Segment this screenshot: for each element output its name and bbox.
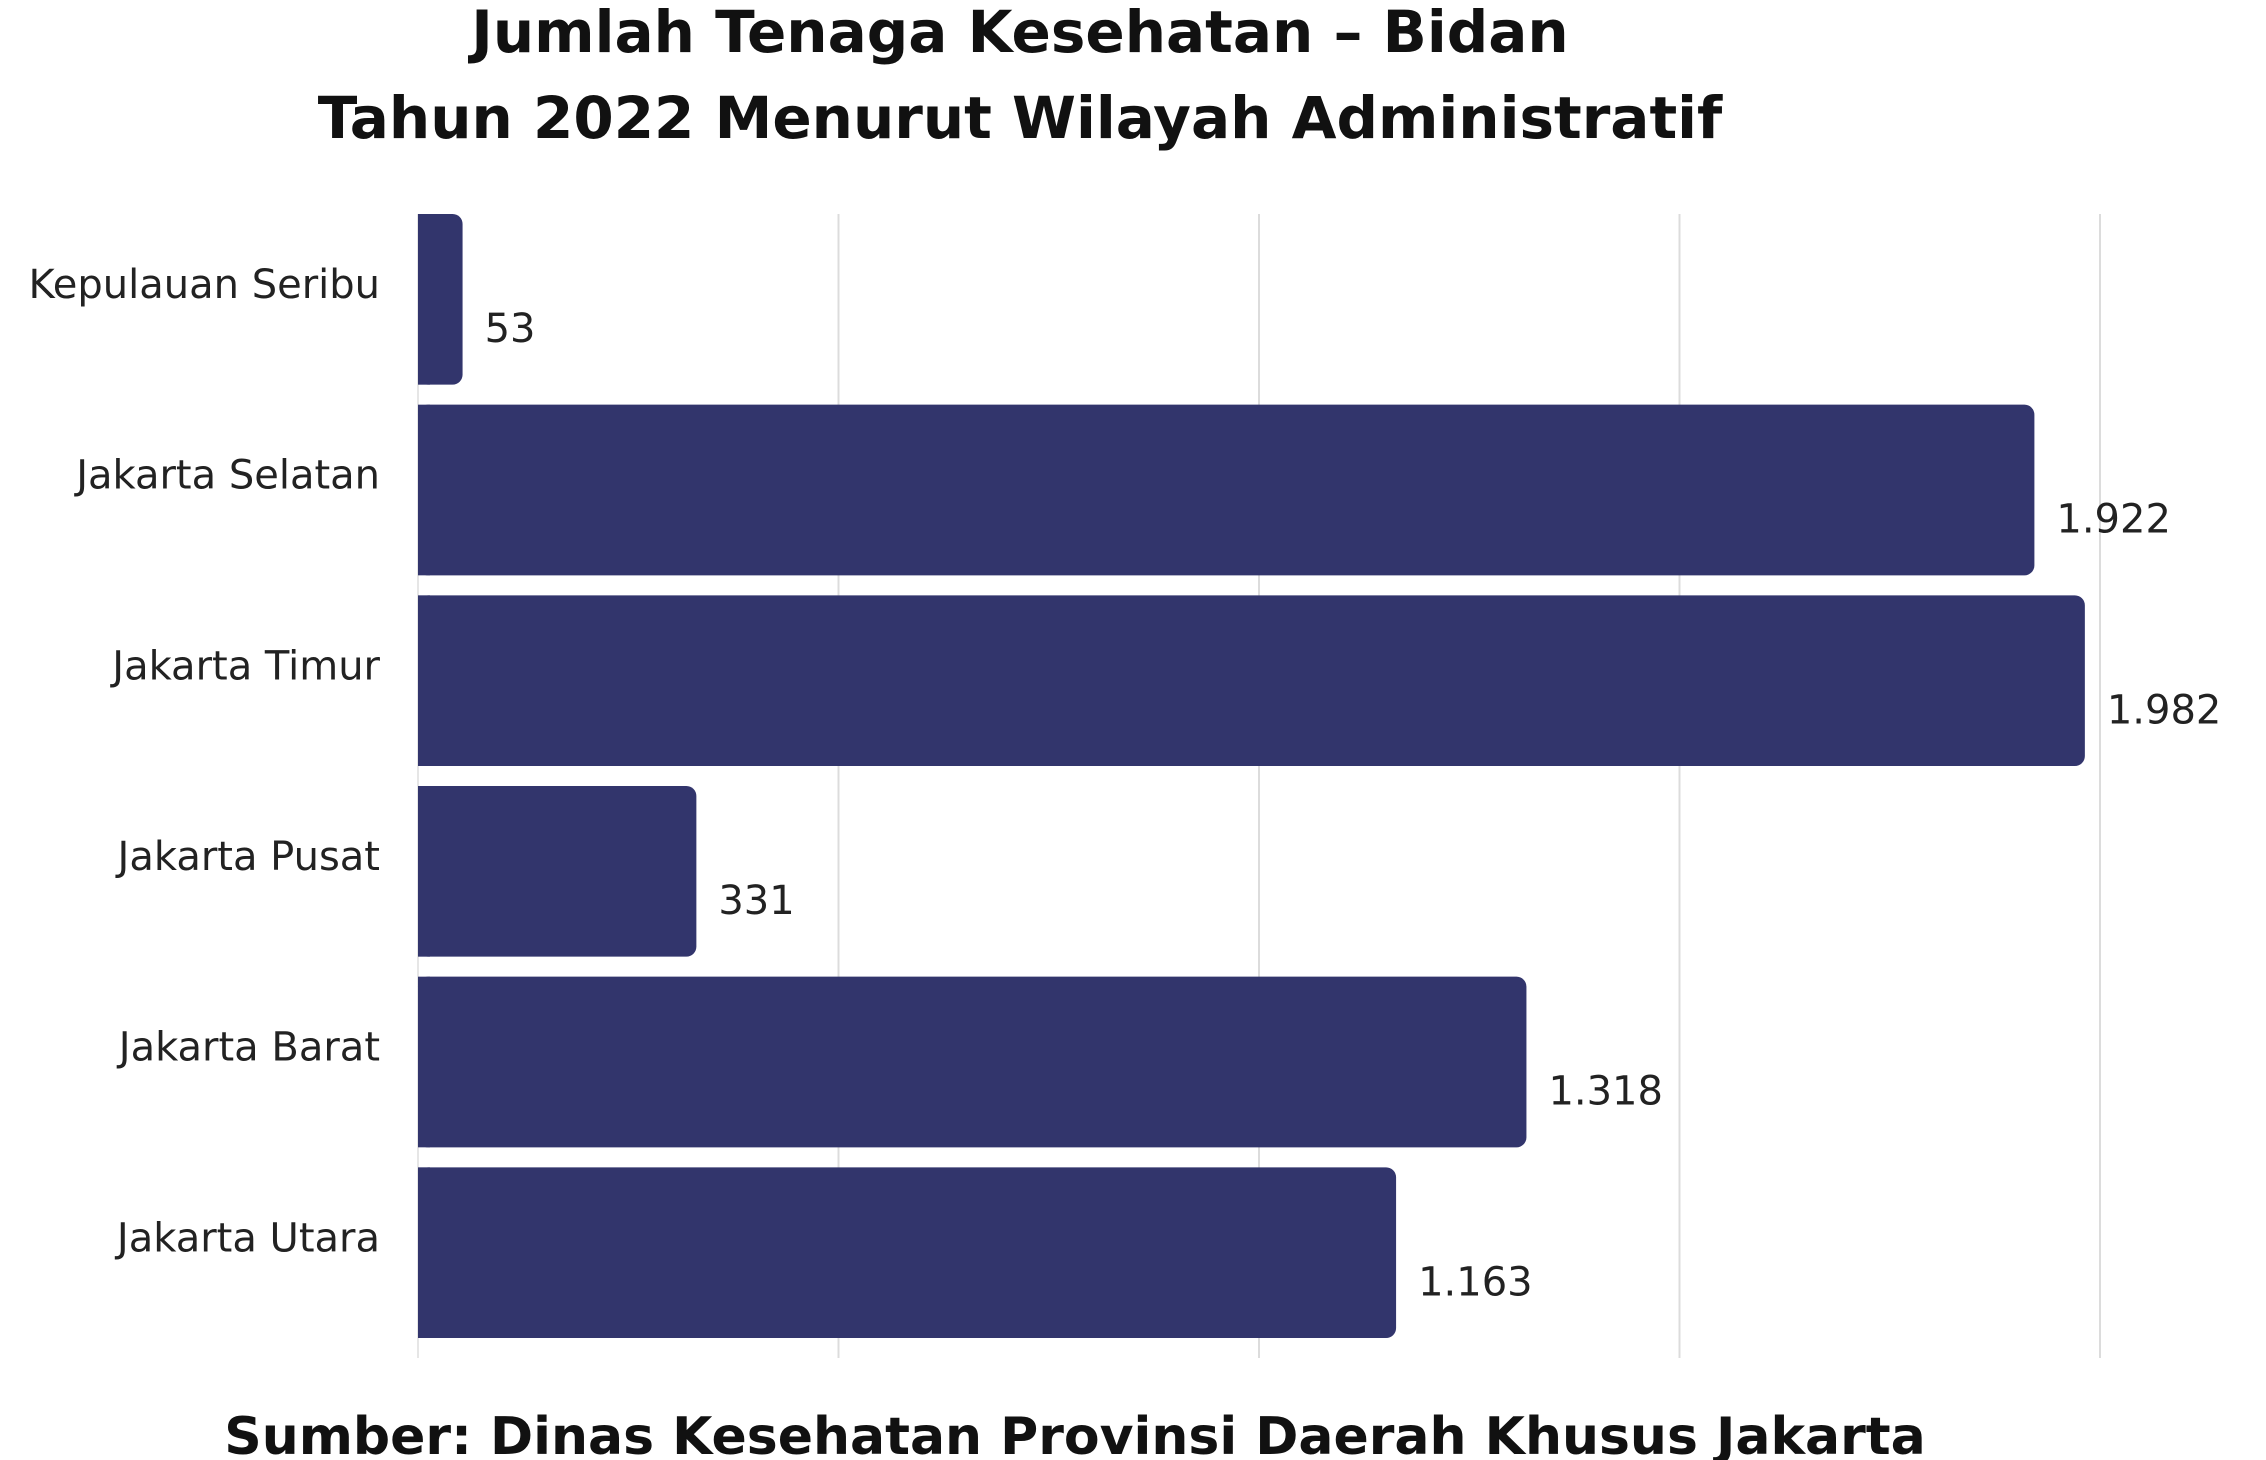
category-labels: Kepulauan Seribu Jakarta Selatan Jakarta T…: [29, 262, 381, 1261]
bar-edge: [418, 1167, 430, 1338]
value-labels: 53 1.922 1.982 331 1.318 1.163: [485, 306, 2222, 1305]
chart-source: Sumber: Dinas Kesehatan Provinsi Daerah …: [224, 1407, 1925, 1460]
chart-title: Jumlah Tenaga Kesehatan – Bidan: [467, 0, 1568, 66]
value-label: 331: [718, 878, 794, 924]
chart-subtitle: Tahun 2022 Menurut Wilayah Administratif: [318, 84, 1723, 152]
value-label: 53: [485, 306, 536, 352]
bar-edge: [418, 595, 430, 766]
category-label: Jakarta Pusat: [115, 834, 380, 880]
category-label: Jakarta Barat: [116, 1025, 380, 1071]
bar-edge: [418, 214, 430, 385]
bar: [418, 976, 1527, 1148]
bar-edge: [418, 976, 430, 1148]
category-label: Jakarta Utara: [114, 1215, 380, 1261]
value-label: 1.982: [2107, 687, 2222, 733]
bar: [418, 1167, 1397, 1338]
value-label: 1.163: [1418, 1259, 1533, 1305]
value-label: 1.318: [1548, 1069, 1663, 1115]
category-label: Jakarta Timur: [109, 643, 380, 689]
bar: [418, 786, 697, 957]
bar-edge: [418, 404, 430, 576]
category-label: Kepulauan Seribu: [29, 262, 380, 308]
bar: [418, 404, 2035, 576]
bars: [418, 214, 2085, 1338]
bar: [418, 595, 2085, 766]
category-label: Jakarta Selatan: [73, 453, 380, 499]
bar-edge: [418, 786, 430, 957]
value-label: 1.922: [2056, 497, 2171, 543]
